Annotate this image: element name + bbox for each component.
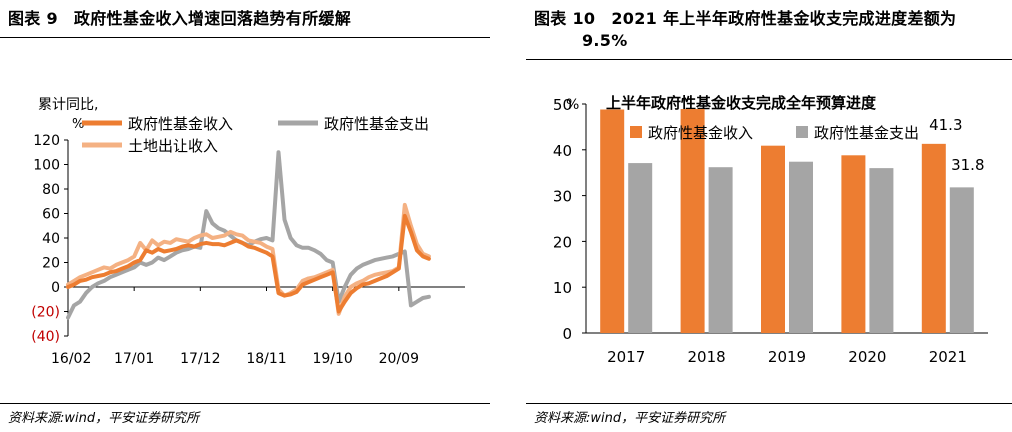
- y-tick-label: (40): [31, 329, 60, 345]
- x-tick-label: 2019: [768, 348, 806, 366]
- bar-expense-2020: [869, 168, 894, 333]
- legend-label: 土地出让收入: [128, 137, 218, 155]
- y-tick-label: 50: [553, 96, 572, 114]
- series-line-2: [66, 150, 431, 320]
- x-tick-label: 19/10: [312, 351, 352, 367]
- right-source-note: 资料来源:wind，平安证券研究所: [534, 411, 726, 426]
- x-tick-label: 17/12: [180, 351, 220, 367]
- bar-expense-2019: [789, 161, 813, 333]
- right-figure-title-line2: 9.5%: [582, 31, 628, 50]
- x-tick-label: 17/01: [114, 351, 154, 367]
- left-figure-label: 图表 9: [8, 9, 58, 28]
- legend-swatch: [796, 126, 808, 138]
- right-source-rule: [526, 403, 1012, 404]
- y-axis-label: 累计同比,: [38, 97, 98, 113]
- y-tick-label: 40: [553, 142, 572, 160]
- y-axis-unit: %: [566, 97, 579, 113]
- legend-label: 政府性基金收入: [648, 124, 753, 142]
- series-line-1: [66, 213, 431, 314]
- y-tick-label: 60: [42, 207, 60, 223]
- x-tick-label: 2017: [607, 348, 645, 366]
- y-tick-label: 100: [33, 158, 60, 174]
- data-label-income-2021: 41.3: [929, 116, 962, 134]
- left-figure-title-text: 政府性基金收入增速回落趋势有所缓解: [73, 9, 352, 28]
- y-axis-unit: %: [72, 117, 84, 132]
- y-tick-label: 80: [42, 182, 60, 198]
- right-figure-label: 图表 10: [534, 9, 596, 28]
- y-tick-label: 10: [553, 279, 572, 297]
- series-line-3: [66, 202, 431, 316]
- bar-income-2017: [600, 109, 625, 333]
- right-title-rule: [526, 59, 1012, 60]
- right-figure-title: 图表 10 2021 年上半年政府性基金收支完成进度差额为 9.5%: [534, 8, 1012, 52]
- y-tick-label: 0: [51, 280, 60, 296]
- left-source-note: 资料来源:wind，平安证券研究所: [8, 411, 200, 426]
- bar-chart-title: 上半年政府性基金收支完成全年预算进度: [606, 94, 877, 112]
- bar-chart: 上半年政府性基金收支完成全年预算进度%50 40 30 20 10 0 2017 2018 20…: [553, 94, 988, 366]
- y-tick-label: 120: [33, 133, 60, 149]
- bar-expense-2018: [708, 167, 733, 333]
- left-source-rule: [0, 403, 490, 404]
- y-tick-label: (20): [31, 305, 60, 321]
- legend-label: 政府性基金收入: [128, 115, 233, 133]
- x-tick-label: 2018: [688, 348, 726, 366]
- x-tick-label: 20/09: [379, 351, 419, 367]
- bar-income-2021: [921, 143, 946, 333]
- y-tick-label: 40: [42, 231, 60, 247]
- x-tick-label: 18/11: [246, 351, 286, 367]
- bar-income-2020: [841, 155, 866, 333]
- data-label-expense-2021: 31.8: [951, 156, 984, 174]
- y-tick-label: 0: [562, 325, 572, 343]
- left-title-rule: [0, 37, 490, 38]
- legend-label: 政府性基金支出: [814, 124, 919, 142]
- bar-income-2019: [761, 145, 785, 333]
- y-tick-label: 20: [42, 256, 60, 272]
- right-figure-panel: 图表 10 2021 年上半年政府性基金收支完成进度差额为 9.5% 上半年政府性…: [526, 0, 1012, 432]
- bar-expense-2017: [628, 163, 653, 333]
- left-figure-panel: 图表 9 政府性基金收入增速回落趋势有所缓解 累计同比,% 120 100 80 60 40…: [0, 0, 490, 432]
- right-figure-title-line1: 2021 年上半年政府性基金收支完成进度差额为: [611, 9, 957, 28]
- y-tick-label: 20: [553, 233, 572, 251]
- bar-expense-2021: [949, 187, 974, 333]
- y-tick-label: 30: [553, 188, 572, 206]
- line-chart: 累计同比,% 120 100 80 60 40 20 0 (20) (40) 16/02 17/01 1…: [31, 97, 465, 367]
- bar-income-2018: [680, 109, 705, 333]
- x-tick-label: 16/02: [51, 351, 91, 367]
- left-figure-title: 图表 9 政府性基金收入增速回落趋势有所缓解: [8, 8, 351, 30]
- x-tick-label: 2021: [929, 348, 967, 366]
- legend-swatch: [630, 126, 642, 138]
- x-tick-label: 2020: [848, 348, 886, 366]
- legend-label: 政府性基金支出: [324, 115, 429, 133]
